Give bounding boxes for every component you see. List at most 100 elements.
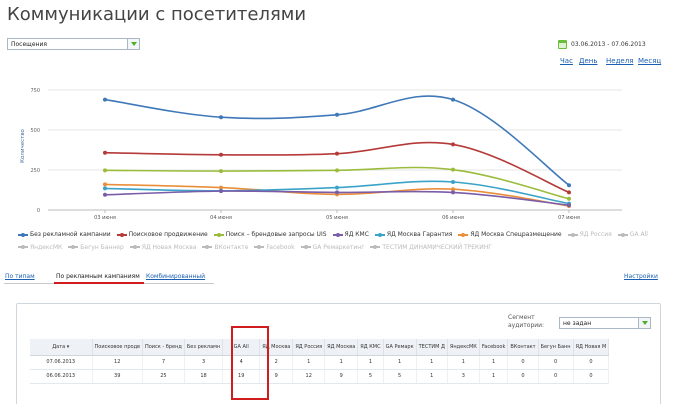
table-row[interactable]: 07.06.2013 12 7 3 4 2 1 1 1 1 1 1 1 0 0 0 (30, 355, 610, 370)
table-header-row: Дата ▾ Поисковое продв Поиск - бренд Без ре… (30, 339, 610, 356)
table-cell: 9 (324, 369, 359, 384)
legend-item[interactable]: ЯД Новая Москва (129, 242, 196, 253)
chart-legend: Без рекламной кампании Поисковое продвиже… (18, 229, 663, 254)
data-point (567, 183, 571, 188)
column-header[interactable]: Поиск - бренд (142, 339, 185, 356)
data-point (451, 97, 455, 102)
date-range-picker[interactable]: 03.06.2013 - 07.06.2013 (558, 40, 646, 49)
legend-item[interactable]: GA Ремаркетинг (300, 242, 364, 253)
legend-label: ЯД Москва Гарантия (386, 231, 453, 238)
legend-label: ЯД Москва Спецразмещение (470, 231, 562, 238)
legend-marker-icon (213, 232, 224, 238)
legend-item[interactable]: ЯД Москва Спецразмещение (458, 229, 562, 240)
column-header[interactable]: ВКонтакт (507, 339, 539, 356)
table-row[interactable]: 06.06.2013 39 25 18 19 9 12 9 5 5 1 3 1 0 0 0 (30, 369, 610, 384)
chart-svg: 0 250 500 750 Количество 03 июня 04 июня 05 июн… (20, 88, 622, 221)
column-header[interactable]: Бегун Банн (538, 339, 574, 356)
date-range-text[interactable]: 03.06.2013 - 07.06.2013 (571, 41, 646, 48)
settings-link[interactable]: Настройки (624, 273, 658, 280)
visits-line-chart: 0 250 500 750 Количество 03 июня 04 июня 05 июн… (0, 70, 682, 228)
table-cell: 12 (92, 355, 143, 370)
table-cell: 39 (92, 369, 143, 384)
data-point (567, 203, 571, 208)
data-point (219, 189, 223, 194)
column-header[interactable]: ЯД Новая М (573, 339, 610, 356)
table-cell: 0 (538, 355, 574, 370)
table-body: 07.06.2013 12 7 3 4 2 1 1 1 1 1 1 1 0 0 0 06.06.2013 39 25… (30, 355, 610, 384)
segment-select[interactable]: не задан (559, 317, 651, 329)
data-point (451, 167, 455, 172)
column-header[interactable]: Дата ▾ (30, 339, 93, 356)
legend-item[interactable]: Facebook (254, 242, 295, 253)
segment-dropdown-button[interactable] (638, 318, 650, 328)
period-hour[interactable]: Час (560, 57, 573, 65)
table-cell: 1 (292, 355, 326, 370)
segment-select-value: не задан (563, 319, 592, 327)
column-header[interactable]: ЯД КМС (357, 339, 384, 356)
legend-item[interactable]: Без рекламной кампании (18, 229, 111, 240)
campaign-table: Дата ▾ Поисковое продв Поиск - бренд Без ре… (30, 339, 610, 384)
column-header[interactable]: ЯД Россия (292, 339, 326, 356)
y-tick-label: 500 (30, 128, 40, 134)
tab-by-types[interactable]: По типам (5, 273, 35, 280)
x-tick-label: 05 июня (326, 215, 348, 221)
legend-marker-icon (202, 244, 213, 250)
table-cell: 0 (538, 369, 574, 384)
table-cell: 1 (479, 369, 509, 384)
legend-item[interactable]: ЯндексМК (18, 242, 62, 253)
legend-item[interactable]: ТЕСТИМ ДИНАМИЧЕСКИЙ ТРЕКИНГ (370, 242, 492, 253)
table-cell: 0 (573, 355, 610, 370)
tab-combined[interactable]: Комбинированный (146, 273, 206, 280)
column-header[interactable]: Facebook (479, 339, 509, 356)
legend-marker-icon (129, 244, 140, 250)
period-day[interactable]: День (579, 57, 598, 65)
table-cell: 9 (259, 369, 294, 384)
page-title: Коммуникации с посетителями (7, 4, 307, 25)
table-cell: 3 (447, 369, 480, 384)
data-point (103, 186, 107, 191)
period-month[interactable]: Месяц (638, 57, 662, 65)
table-cell: 4 (222, 355, 261, 370)
y-axis-label: Количество (20, 128, 26, 162)
x-tick-label: 07 июня (558, 215, 580, 221)
legend-item[interactable]: Поиск – брендовые запросы UIS (213, 229, 327, 240)
tab-by-campaigns[interactable]: По рекламным кампаниям (56, 273, 140, 280)
column-header[interactable]: Без рекламн (184, 339, 224, 356)
data-point (335, 168, 339, 173)
legend-item[interactable]: Поисковое продвижение (116, 229, 208, 240)
metric-select-dropdown-button[interactable] (127, 39, 139, 49)
data-point (219, 152, 223, 157)
x-tick-label: 03 июня (94, 215, 116, 221)
legend-marker-icon (18, 232, 28, 238)
table-cell: 1 (416, 369, 448, 384)
column-header[interactable]: GA Ремарк (383, 339, 417, 356)
table-cell: 1 (324, 355, 359, 370)
column-header[interactable]: ТЕСТИМ Д (416, 339, 448, 356)
data-point (103, 97, 107, 102)
column-header[interactable]: ЯндексМК (447, 339, 480, 356)
data-point (567, 190, 571, 195)
legend-label: GA All (629, 231, 648, 238)
column-header[interactable]: ЯД Москва (324, 339, 359, 356)
data-point (335, 112, 339, 117)
column-header[interactable]: GA All (222, 339, 261, 356)
x-tick-label: 04 июня (210, 215, 232, 221)
legend-item[interactable]: Бегун Баннер (68, 242, 124, 253)
legend-label: Facebook (266, 243, 295, 251)
period-week[interactable]: Неделя (606, 57, 634, 65)
legend-item[interactable]: ЯД Москва Гарантия (374, 229, 453, 240)
column-header[interactable]: Поисковое продв (92, 339, 143, 356)
report-tabs: По типам По рекламным кампаниям Комбинир… (0, 270, 682, 288)
legend-item[interactable]: ЯД КМС (332, 229, 369, 240)
legend-marker-icon (116, 232, 127, 238)
data-point (103, 150, 107, 155)
legend-item[interactable]: GA All (617, 229, 648, 240)
metric-select[interactable]: Посещения (7, 38, 140, 50)
table-cell: 25 (142, 369, 185, 384)
table-cell: 1 (357, 355, 384, 370)
legend-label: Бегун Баннер (80, 243, 124, 251)
legend-item[interactable]: ВКонтакте (202, 242, 248, 253)
legend-item[interactable]: ЯД Россия (567, 229, 612, 240)
column-header[interactable]: ЯД Москва (259, 339, 294, 356)
calendar-icon[interactable] (558, 40, 567, 49)
